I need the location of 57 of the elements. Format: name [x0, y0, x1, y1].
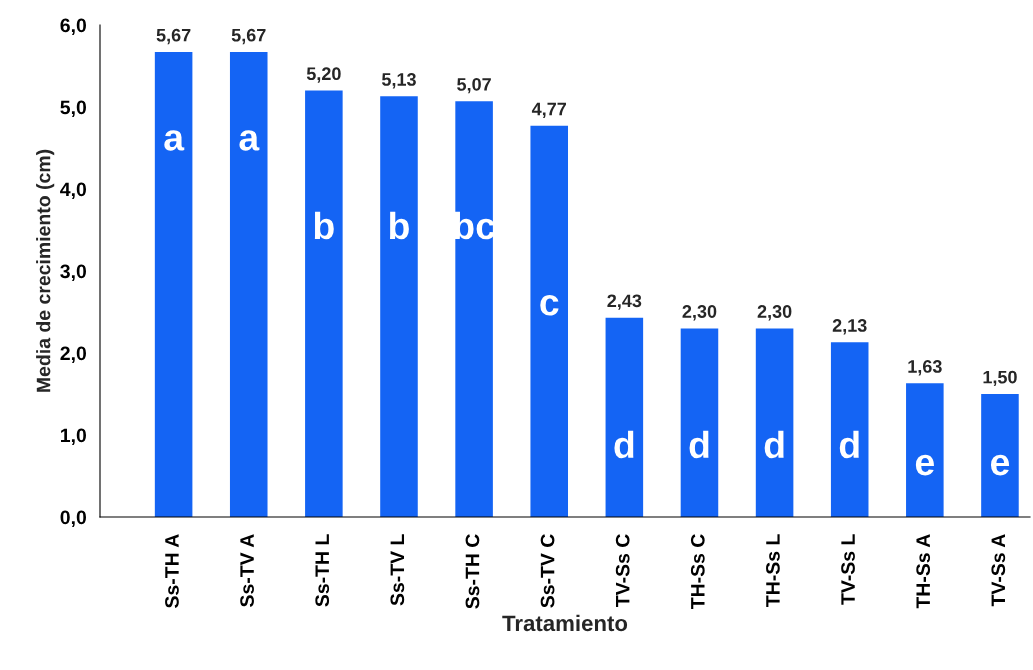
- y-axis-title: Media de crecimiento (cm): [36, 149, 55, 392]
- x-tick-label: Ss-TV L: [390, 534, 405, 606]
- x-tick-label: Ss-TH A: [165, 534, 179, 608]
- y-tick-label: 6,0: [60, 18, 87, 36]
- x-tick-label: TH-Ss A: [916, 534, 931, 609]
- data-label: 5,07: [457, 77, 491, 94]
- data-label: 2,13: [832, 319, 867, 335]
- x-tick-label: TV-Ss C: [615, 534, 630, 607]
- data-label: 4,77: [531, 102, 566, 118]
- x-tick-label: Ss-TV A: [240, 534, 254, 607]
- data-label: 1,63: [908, 360, 942, 376]
- bar: [455, 101, 493, 517]
- annotation: d: [689, 430, 709, 459]
- annotation: b: [314, 211, 334, 240]
- data-label: 1,50: [983, 370, 1017, 387]
- data-label: 5,20: [306, 67, 341, 83]
- data-label: 2,30: [757, 305, 792, 321]
- x-tick-label: TH-Ss L: [766, 534, 780, 607]
- y-tick-label: 3,0: [60, 264, 87, 282]
- x-tick-label: Ss-TH L: [315, 534, 330, 607]
- annotation: a: [164, 130, 185, 151]
- x-tick-label: TH-Ss C: [690, 534, 705, 610]
- data-label: 5,67: [156, 28, 191, 45]
- data-label: 5,13: [381, 73, 416, 89]
- bar: [755, 328, 794, 517]
- bar: [981, 394, 1019, 517]
- annotation: c: [540, 294, 559, 316]
- x-tick-label: Ss-TV C: [540, 534, 555, 608]
- bar: [680, 328, 719, 517]
- x-tick-label: TV-Ss A: [991, 534, 1006, 607]
- data-label: 2,43: [607, 294, 642, 310]
- bar: [530, 125, 568, 517]
- annotation: e: [915, 454, 934, 476]
- bar: [380, 96, 418, 517]
- annotation: e: [990, 454, 1010, 476]
- bar: [229, 52, 268, 517]
- y-tick-label: 4,0: [60, 182, 87, 200]
- annotation: a: [239, 130, 260, 151]
- bar: [154, 52, 193, 517]
- y-tick-label: 2,0: [60, 346, 87, 364]
- bar: [906, 383, 944, 517]
- y-tick-label: 1,0: [61, 428, 87, 446]
- bar: [305, 90, 343, 517]
- bar: [605, 317, 644, 517]
- annotation: b: [390, 211, 409, 240]
- y-tick-label: 0,0: [60, 510, 87, 528]
- annotation: d: [839, 430, 859, 459]
- x-tick-label: Ss-TH C: [465, 534, 480, 609]
- data-label: 5,67: [231, 28, 266, 45]
- annotation: d: [614, 430, 634, 459]
- data-label: 2,30: [682, 305, 717, 321]
- x-axis-title: Tratamiento: [502, 614, 628, 632]
- annotation: d: [764, 430, 784, 459]
- x-tick-label: TV-Ss L: [841, 534, 855, 605]
- y-tick-label: 5,0: [60, 100, 87, 118]
- bar: [830, 342, 869, 517]
- annotation: bc: [454, 211, 495, 240]
